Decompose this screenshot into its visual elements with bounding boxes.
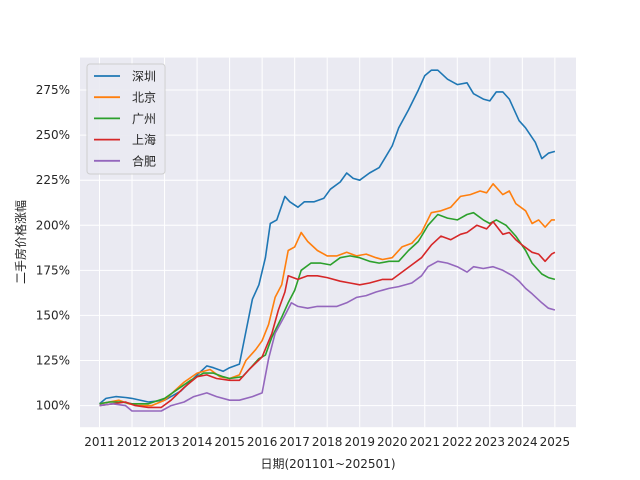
y-tick-label: 125% [36, 353, 70, 367]
legend-box [86, 63, 166, 175]
x-tick-label: 2015 [214, 435, 245, 449]
x-tick-label: 2013 [149, 435, 180, 449]
x-axis-label: 日期(201101~202501) [260, 457, 395, 471]
legend-label: 合肥 [132, 153, 156, 168]
x-axis-ticks: 2011 2012 2013 2014 2015 2016 2017 2018 2019 2020… [84, 435, 570, 449]
series-line-4 [99, 260, 556, 412]
x-tick-label: 2016 [247, 435, 278, 449]
x-tick-label: 2020 [377, 435, 408, 449]
series-line-2 [99, 211, 556, 405]
y-tick-label: 100% [36, 399, 70, 413]
y-tick-label: 275% [36, 83, 70, 97]
legend-label: 深圳 [132, 70, 156, 84]
x-tick-label: 2022 [442, 435, 473, 449]
x-tick-label: 2011 [84, 435, 115, 449]
x-tick-label: 2019 [344, 435, 375, 449]
x-tick-label: 2025 [540, 435, 571, 449]
y-axis-ticks: 100% 125% 150% 175% 200% 225% 250% 275% [36, 83, 70, 413]
legend-label: 上海 [132, 132, 156, 147]
y-tick-label: 150% [36, 308, 70, 322]
x-tick-label: 2017 [279, 435, 310, 449]
x-tick-label: 2023 [475, 435, 506, 449]
legend-label: 北京 [132, 91, 156, 105]
x-tick-label: 2018 [312, 435, 343, 449]
y-axis-label: 二手房价格涨幅 [13, 200, 28, 284]
legend-label: 广州 [132, 112, 156, 126]
x-tick-label: 2014 [182, 435, 213, 449]
series-line-3 [99, 220, 556, 409]
series-line-1 [99, 183, 555, 407]
x-tick-label: 2021 [409, 435, 440, 449]
y-tick-label: 175% [36, 263, 70, 277]
y-tick-label: 250% [36, 128, 70, 142]
y-tick-label: 200% [36, 218, 70, 232]
x-tick-label: 2012 [117, 435, 148, 449]
series-layer [98, 69, 556, 412]
y-tick-label: 225% [36, 173, 70, 187]
series-line-0 [98, 69, 556, 405]
x-tick-label: 2024 [507, 435, 538, 449]
